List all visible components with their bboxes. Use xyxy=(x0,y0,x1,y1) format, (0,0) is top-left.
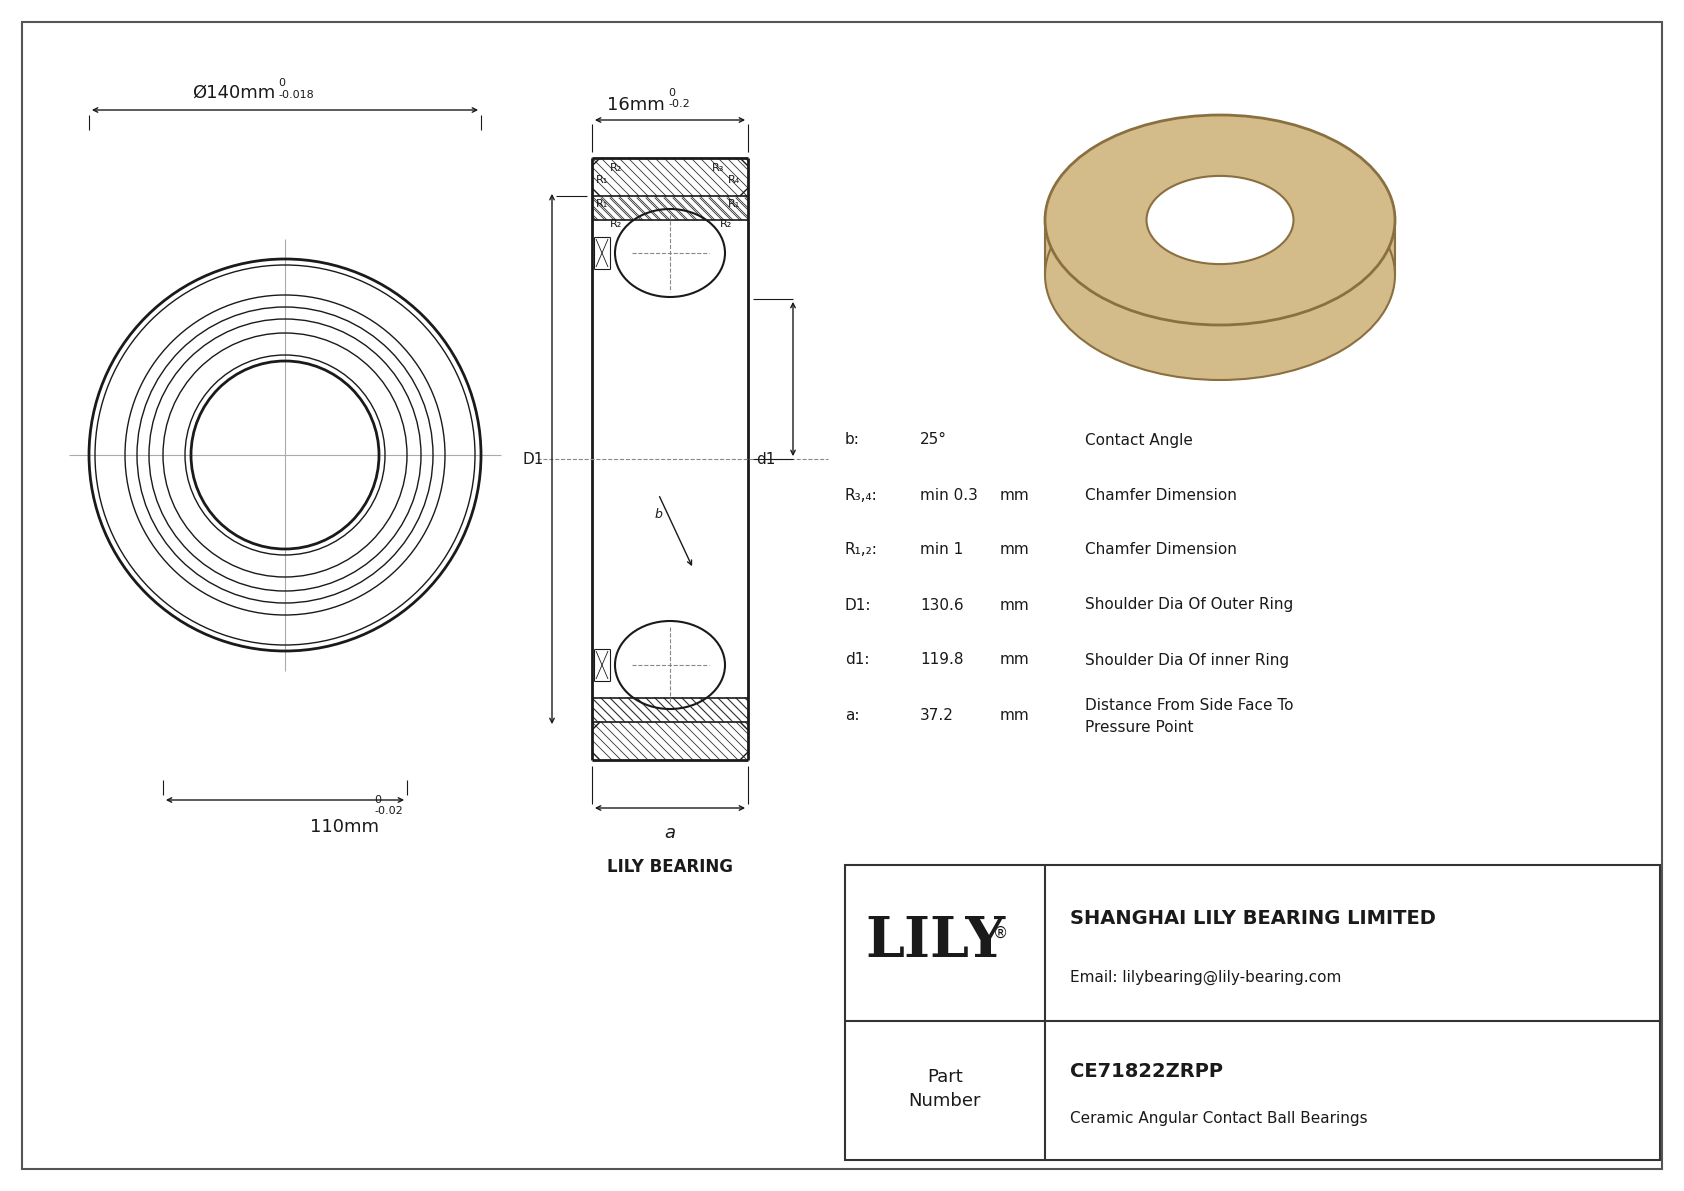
Text: min 1: min 1 xyxy=(919,542,963,557)
Text: D1:: D1: xyxy=(845,598,872,612)
Text: 16mm: 16mm xyxy=(608,96,665,114)
Text: LILY: LILY xyxy=(866,915,1005,969)
Text: b: b xyxy=(653,507,662,520)
Text: LILY BEARING: LILY BEARING xyxy=(606,858,733,877)
Text: Email: lilybearing@lily-bearing.com: Email: lilybearing@lily-bearing.com xyxy=(1069,969,1342,985)
Text: b:: b: xyxy=(845,432,861,448)
Polygon shape xyxy=(1046,220,1394,380)
Text: mm: mm xyxy=(1000,707,1029,723)
Text: -0.02: -0.02 xyxy=(374,806,402,816)
Text: 119.8: 119.8 xyxy=(919,653,963,667)
Text: mm: mm xyxy=(1000,653,1029,667)
Text: D1: D1 xyxy=(522,451,544,467)
Text: Shoulder Dia Of inner Ring: Shoulder Dia Of inner Ring xyxy=(1084,653,1290,667)
Text: 110mm: 110mm xyxy=(310,818,379,836)
Text: R₁: R₁ xyxy=(596,175,608,185)
Text: a:: a: xyxy=(845,707,859,723)
Text: min 0.3: min 0.3 xyxy=(919,487,978,503)
Ellipse shape xyxy=(1046,116,1394,325)
Ellipse shape xyxy=(1147,176,1293,264)
Text: SHANGHAI LILY BEARING LIMITED: SHANGHAI LILY BEARING LIMITED xyxy=(1069,909,1436,928)
Text: R₄: R₄ xyxy=(727,175,741,185)
Ellipse shape xyxy=(1046,170,1394,380)
Text: CE71822ZRPP: CE71822ZRPP xyxy=(1069,1062,1223,1081)
Text: -0.2: -0.2 xyxy=(669,99,690,110)
Text: 25°: 25° xyxy=(919,432,946,448)
Text: Chamfer Dimension: Chamfer Dimension xyxy=(1084,542,1236,557)
Text: R₂: R₂ xyxy=(610,219,623,229)
Text: 130.6: 130.6 xyxy=(919,598,963,612)
Text: Chamfer Dimension: Chamfer Dimension xyxy=(1084,487,1236,503)
Text: Part: Part xyxy=(928,1068,963,1086)
Text: mm: mm xyxy=(1000,542,1029,557)
Text: 37.2: 37.2 xyxy=(919,707,953,723)
Text: d1: d1 xyxy=(756,451,775,467)
Ellipse shape xyxy=(1147,231,1293,319)
Text: 0: 0 xyxy=(374,796,381,805)
Text: R₂: R₂ xyxy=(721,219,733,229)
Text: 0: 0 xyxy=(278,77,285,88)
Text: a: a xyxy=(665,824,675,842)
Text: Contact Angle: Contact Angle xyxy=(1084,432,1192,448)
Text: -0.018: -0.018 xyxy=(278,91,313,100)
Text: Ø140mm: Ø140mm xyxy=(192,85,274,102)
Text: mm: mm xyxy=(1000,598,1029,612)
Text: Ceramic Angular Contact Ball Bearings: Ceramic Angular Contact Ball Bearings xyxy=(1069,1111,1367,1127)
Text: Distance From Side Face To: Distance From Side Face To xyxy=(1084,698,1293,712)
Text: R₂: R₂ xyxy=(610,163,623,173)
Text: R₁: R₁ xyxy=(727,199,741,208)
Polygon shape xyxy=(1147,220,1293,319)
Text: Number: Number xyxy=(909,1092,982,1110)
Text: R₃,₄:: R₃,₄: xyxy=(845,487,877,503)
Text: ®: ® xyxy=(994,925,1009,941)
Text: d1:: d1: xyxy=(845,653,869,667)
Text: Shoulder Dia Of Outer Ring: Shoulder Dia Of Outer Ring xyxy=(1084,598,1293,612)
Text: mm: mm xyxy=(1000,487,1029,503)
Text: 0: 0 xyxy=(669,88,675,98)
Text: Pressure Point: Pressure Point xyxy=(1084,719,1194,735)
Text: R₃: R₃ xyxy=(712,163,724,173)
Text: R₁,₂:: R₁,₂: xyxy=(845,542,877,557)
Text: R₁: R₁ xyxy=(596,199,608,208)
Bar xyxy=(845,865,1660,1160)
